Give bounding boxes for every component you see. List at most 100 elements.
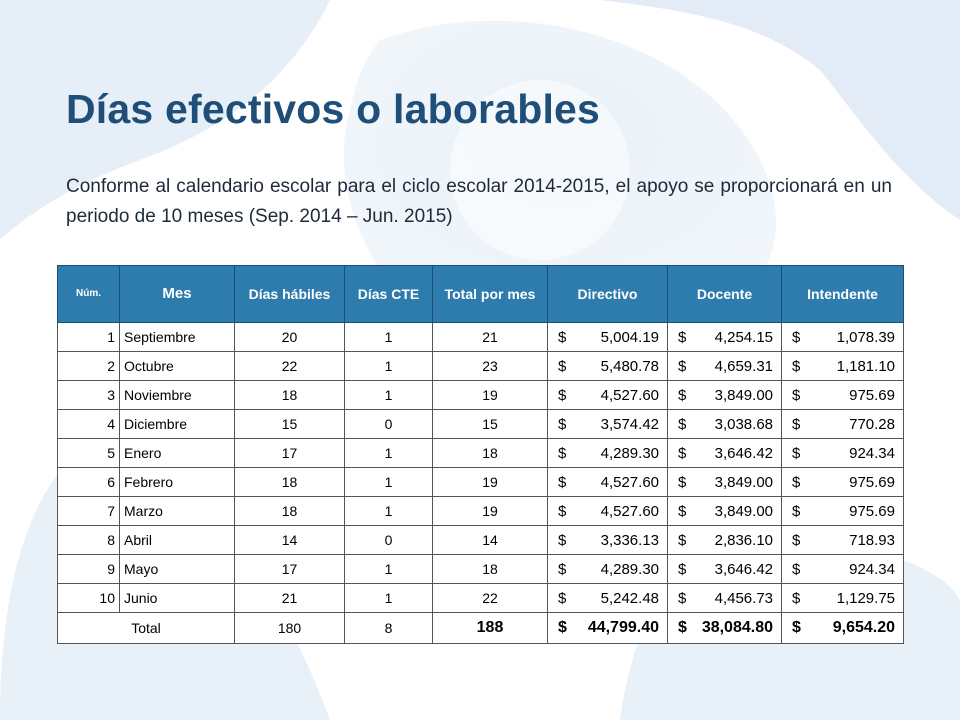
cell-docente-amount: 4,456.73 [714, 589, 773, 607]
cell-intendente: $1,129.75 [781, 583, 904, 613]
cell-directivo: $4,527.60 [547, 467, 668, 497]
table-row: 2 Octubre 22 1 23 $5,480.78 $4,659.31 $1,181.10 [57, 351, 904, 381]
cell-total-por-mes: 19 [432, 467, 548, 497]
cell-intendente: $975.69 [781, 467, 904, 497]
cell-mes: Octubre [119, 351, 235, 381]
cell-docente: $3,849.00 [667, 467, 782, 497]
currency-symbol: $ [558, 619, 567, 636]
cell-intendente-amount: 1,078.39 [836, 328, 895, 346]
cell-dias-habiles: 18 [234, 380, 345, 410]
table-row: 7 Marzo 18 1 19 $4,527.60 $3,849.00 $975.69 [57, 496, 904, 526]
cell-total-por-mes: 23 [432, 351, 548, 381]
currency-symbol: $ [558, 386, 567, 404]
cell-intendente: $924.34 [781, 554, 904, 584]
cell-intendente: $1,181.10 [781, 351, 904, 381]
cell-intendente: $924.34 [781, 438, 904, 468]
currency-symbol: $ [792, 473, 801, 491]
cell-total-por-mes: 18 [432, 438, 548, 468]
cell-docente: $3,849.00 [667, 380, 782, 410]
currency-symbol: $ [558, 357, 567, 375]
cell-intendente: $770.28 [781, 409, 904, 439]
cell-directivo-amount: 4,527.60 [600, 502, 659, 520]
cell-total-por-mes: 19 [432, 380, 548, 410]
header-num: Núm. [57, 265, 120, 323]
cell-intendente-amount: 1,181.10 [836, 357, 895, 375]
header-intendente: Intendente [781, 265, 904, 323]
cell-directivo: $5,480.78 [547, 351, 668, 381]
currency-symbol: $ [558, 531, 567, 549]
cell-directivo: $5,004.19 [547, 322, 668, 352]
cell-num: 7 [57, 496, 120, 526]
currency-symbol: $ [678, 473, 687, 491]
cell-num: 6 [57, 467, 120, 497]
cell-intendente: $975.69 [781, 496, 904, 526]
currency-symbol: $ [558, 328, 567, 346]
cell-total-por-mes: 21 [432, 322, 548, 352]
cell-directivo-amount: 4,289.30 [600, 444, 659, 462]
cell-intendente-amount: 718.93 [849, 531, 895, 549]
header-docente: Docente [667, 265, 782, 323]
table-row: 10 Junio 21 1 22 $5,242.48 $4,456.73 $1,129.75 [57, 583, 904, 613]
cell-intendente-amount: 975.69 [849, 502, 895, 520]
currency-symbol: $ [792, 531, 801, 549]
days-table: Núm. Mes Días hábiles Días CTE Total por… [57, 265, 904, 644]
cell-docente-amount: 3,646.42 [714, 444, 773, 462]
cell-mes: Noviembre [119, 380, 235, 410]
currency-symbol: $ [558, 589, 567, 607]
cell-dias-cte: 1 [344, 554, 433, 584]
cell-total-por-mes: 22 [432, 583, 548, 613]
totals-directivo-amount: 44,799.40 [587, 619, 659, 636]
cell-directivo: $3,574.42 [547, 409, 668, 439]
cell-docente-amount: 3,849.00 [714, 502, 773, 520]
cell-intendente: $975.69 [781, 380, 904, 410]
header-mes: Mes [119, 265, 235, 323]
cell-num: 5 [57, 438, 120, 468]
currency-symbol: $ [678, 531, 687, 549]
cell-intendente: $1,078.39 [781, 322, 904, 352]
table-row: 5 Enero 17 1 18 $4,289.30 $3,646.42 $924.34 [57, 438, 904, 468]
cell-docente: $4,254.15 [667, 322, 782, 352]
cell-mes: Enero [119, 438, 235, 468]
currency-symbol: $ [792, 357, 801, 375]
cell-directivo-amount: 4,289.30 [600, 560, 659, 578]
table-header-row: Núm. Mes Días hábiles Días CTE Total por… [57, 265, 904, 323]
currency-symbol: $ [678, 444, 687, 462]
cell-intendente: $718.93 [781, 525, 904, 555]
cell-docente: $3,646.42 [667, 438, 782, 468]
cell-num: 4 [57, 409, 120, 439]
header-directivo: Directivo [547, 265, 668, 323]
cell-docente: $3,646.42 [667, 554, 782, 584]
cell-docente: $4,659.31 [667, 351, 782, 381]
cell-dias-cte: 0 [344, 525, 433, 555]
table-row: 1 Septiembre 20 1 21 $5,004.19 $4,254.15 $1,078… [57, 322, 904, 352]
cell-total-por-mes: 19 [432, 496, 548, 526]
cell-total-por-mes: 18 [432, 554, 548, 584]
cell-intendente-amount: 924.34 [849, 444, 895, 462]
cell-intendente-amount: 1,129.75 [836, 589, 895, 607]
totals-intendente: $9,654.20 [781, 612, 904, 644]
table-row: 6 Febrero 18 1 19 $4,527.60 $3,849.00 $975.69 [57, 467, 904, 497]
cell-directivo-amount: 5,004.19 [600, 328, 659, 346]
slide-subtitle: Conforme al calendario escolar para el c… [66, 176, 892, 227]
cell-num: 1 [57, 322, 120, 352]
cell-directivo: $4,289.30 [547, 438, 668, 468]
totals-dias-habiles: 180 [234, 612, 345, 644]
cell-directivo: $4,527.60 [547, 380, 668, 410]
cell-docente: $4,456.73 [667, 583, 782, 613]
cell-docente-amount: 4,659.31 [714, 357, 773, 375]
cell-dias-habiles: 18 [234, 496, 345, 526]
cell-directivo-amount: 5,242.48 [600, 589, 659, 607]
currency-symbol: $ [792, 589, 801, 607]
cell-dias-cte: 1 [344, 322, 433, 352]
cell-dias-cte: 0 [344, 409, 433, 439]
cell-docente-amount: 2,836.10 [714, 531, 773, 549]
currency-symbol: $ [678, 415, 687, 433]
totals-directivo: $44,799.40 [547, 612, 668, 644]
cell-directivo-amount: 4,527.60 [600, 386, 659, 404]
cell-intendente-amount: 975.69 [849, 386, 895, 404]
cell-dias-cte: 1 [344, 467, 433, 497]
cell-directivo-amount: 5,480.78 [600, 357, 659, 375]
currency-symbol: $ [792, 619, 801, 636]
slide-title: Días efectivos o laborables [66, 86, 601, 132]
